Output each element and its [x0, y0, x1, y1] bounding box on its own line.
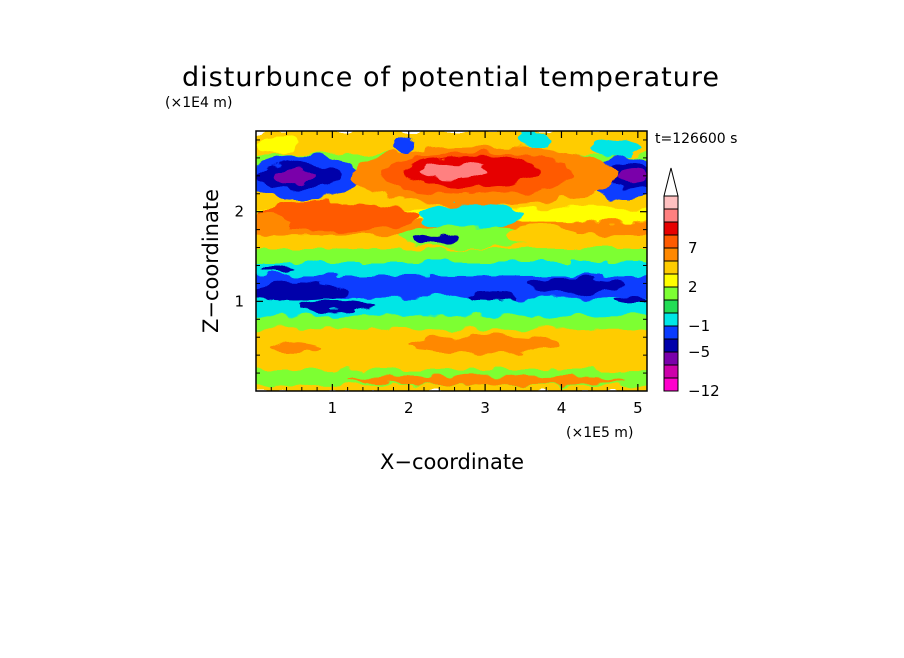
contour-region [408, 335, 562, 354]
x-scale-label: (×1E5 m) [566, 425, 633, 441]
contour-region [469, 293, 516, 301]
contour-region [347, 375, 623, 385]
contour-region [420, 164, 489, 179]
colorbar: 7 2 −1 −5 −12 [663, 167, 720, 400]
contour-region [332, 314, 363, 324]
contour-region [412, 233, 459, 244]
contour-region [271, 342, 318, 354]
colorbar-extend-arrow [663, 167, 679, 197]
colorbar-swatch [663, 195, 679, 210]
colorbar-swatch [663, 247, 679, 262]
contour-region [416, 203, 524, 229]
contour-region [508, 225, 577, 244]
contour-region [256, 284, 348, 301]
y-axis: 12 [234, 139, 647, 374]
colorbar-swatch [663, 260, 679, 275]
contour-band [256, 261, 647, 276]
contour-region [592, 138, 638, 157]
contour-region [530, 278, 623, 293]
colorbar-swatch [663, 377, 679, 392]
x-axis-label: X−coordinate [380, 450, 524, 474]
colorbar-label: 7 [688, 239, 698, 257]
contour-band [256, 383, 647, 391]
colorbar-swatch [663, 364, 679, 379]
y-tick-label: 1 [234, 292, 244, 310]
x-axis: 1 2 3 4 5 [270, 131, 643, 417]
contour-region [517, 131, 552, 149]
contour-region [256, 214, 291, 236]
x-tick-label: 4 [557, 399, 567, 417]
colorbar-label: 2 [688, 278, 698, 296]
colorbar-swatch [663, 208, 679, 223]
colorbar-swatch [663, 234, 679, 249]
colorbar-swatch [663, 351, 679, 366]
contour-region [611, 296, 647, 306]
colorbar-label: −5 [688, 343, 710, 361]
colorbar-swatch [663, 286, 679, 301]
contour-band [256, 247, 647, 262]
temperature-field [256, 131, 647, 391]
colorbar-swatch [663, 325, 679, 340]
colorbar-label: −1 [688, 317, 710, 335]
colorbar-label: −12 [688, 382, 720, 400]
x-tick-label: 5 [633, 399, 643, 417]
contour-region [272, 169, 316, 183]
x-tick-label: 3 [480, 399, 490, 417]
chart-title: disturbunce of potential temperature [182, 62, 720, 93]
y-scale-label: (×1E4 m) [165, 95, 232, 111]
colorbar-swatch [663, 338, 679, 353]
plot-frame [255, 130, 648, 392]
x-tick-label: 1 [328, 399, 338, 417]
colorbar-swatch [663, 299, 679, 314]
contour-region [259, 135, 299, 154]
contour-region [298, 300, 375, 312]
contour-region [256, 200, 417, 232]
contour-region [263, 266, 295, 274]
time-label: t=126600 s [655, 131, 737, 147]
colorbar-swatch [663, 221, 679, 236]
contour-band [256, 314, 647, 330]
y-tick-label: 2 [234, 203, 244, 221]
y-axis-label: Z−coordinate [199, 189, 223, 333]
contour-band [256, 350, 647, 370]
colorbar-swatch [663, 312, 679, 327]
x-tick-label: 2 [404, 399, 414, 417]
contour-region [618, 169, 647, 183]
colorbar-swatch [663, 273, 679, 288]
contour-region [395, 135, 415, 154]
plot-area [256, 131, 647, 391]
